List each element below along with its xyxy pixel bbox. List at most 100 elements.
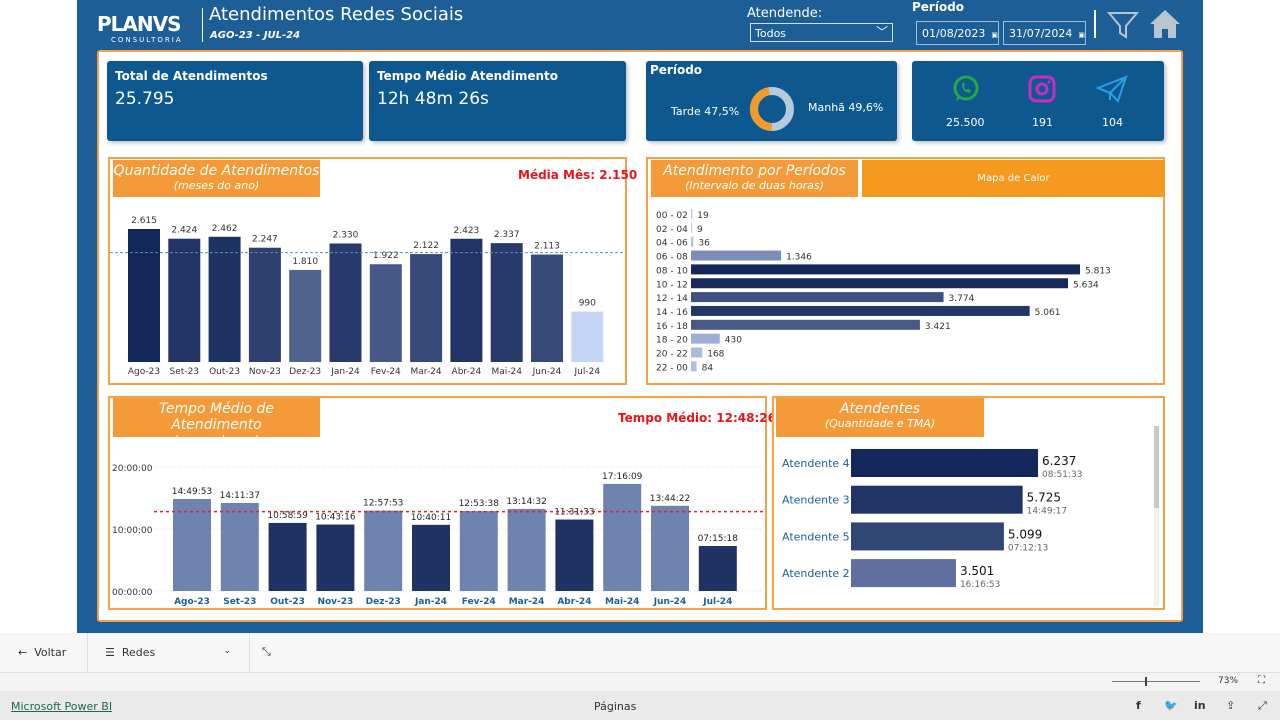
chevron-down-icon: ⌄ <box>223 646 231 656</box>
facebook-icon[interactable]: f <box>1136 699 1141 712</box>
tma-label: 07:12:13 <box>1008 543 1048 553</box>
x-tick-label: Dez-23 <box>289 367 321 377</box>
zoom-slider[interactable] <box>1112 681 1200 682</box>
kpi-total: Total de Atendimentos 25.795 <box>107 61 363 141</box>
chart-subtitle: (meses do ano) <box>173 179 260 192</box>
page-selector[interactable]: ☰ Redes ⌄ <box>105 646 235 659</box>
data-label: 14:11:37 <box>220 491 260 501</box>
scrollbar-thumb[interactable] <box>1154 426 1159 508</box>
x-tick-label: Out-23 <box>209 367 240 377</box>
data-label: 3.501 <box>960 564 994 578</box>
atendente-value: Todos <box>755 27 787 40</box>
data-label: 12:53:38 <box>459 499 500 509</box>
data-label: 2.462 <box>212 224 238 234</box>
x-tick-label: Mai-24 <box>491 367 522 377</box>
periodo-label: Período <box>912 0 965 14</box>
telegram-icon <box>1095 75 1128 107</box>
kpi-value: 25.795 <box>115 89 175 109</box>
fullscreen-icon[interactable]: ⤢ <box>1258 699 1267 712</box>
divider <box>87 633 88 673</box>
manha-label: Manhã 49,6% <box>808 101 884 114</box>
zoom-slider-handle[interactable] <box>1145 677 1147 686</box>
twitter-icon[interactable]: 🐦 <box>1164 699 1178 712</box>
attendant-label: Atendente 5 <box>782 530 850 543</box>
instagram-icon <box>1028 75 1056 107</box>
bar <box>369 264 402 362</box>
data-label: 1.810 <box>292 257 318 267</box>
scrollbar[interactable] <box>1154 426 1159 606</box>
chart-title: Atendimento por Períodos (Intervalo de d… <box>651 160 858 197</box>
back-button[interactable]: ← Voltar <box>18 646 66 659</box>
x-tick-label: Jul-24 <box>574 367 601 377</box>
data-label: 2.423 <box>454 226 480 236</box>
bar <box>851 449 1038 477</box>
x-tick-label: Jun-24 <box>532 367 562 377</box>
bar <box>555 519 594 591</box>
bar <box>410 254 443 362</box>
card-title: Período <box>650 63 703 77</box>
chart-title: Atendentes (Quantidade e TMA) <box>776 398 984 437</box>
bar <box>691 333 720 344</box>
calendar-icon: ▣ <box>1078 31 1086 39</box>
data-label: 17:16:09 <box>602 472 643 482</box>
fit-page-icon[interactable]: ⛶ <box>1258 675 1265 686</box>
data-label: 14:49:53 <box>172 487 212 497</box>
kpi-label: Tempo Médio Atendimento <box>377 69 559 83</box>
share-icon[interactable]: ⇪ <box>1226 699 1236 712</box>
attendant-label: Atendente 4 <box>782 457 850 470</box>
whatsapp-count: 25.500 <box>946 116 985 129</box>
data-label: 9 <box>697 225 703 235</box>
bar <box>329 243 362 362</box>
media-annotation: Média Mês: 2.150 <box>518 168 638 182</box>
bar <box>289 269 322 362</box>
date-from-input[interactable]: 01/08/2023 ▣ <box>916 21 999 45</box>
menu-icon: ☰ <box>105 646 115 659</box>
bar <box>691 250 782 261</box>
data-label: 13:44:22 <box>650 494 690 504</box>
x-tick-label: Nov-23 <box>317 597 353 607</box>
bar <box>691 319 920 330</box>
y-tick-label: 22 - 00 <box>656 363 688 373</box>
y-tick-label: 06 - 08 <box>656 253 688 263</box>
bar <box>412 524 450 591</box>
bar <box>248 247 281 362</box>
divider <box>202 8 203 42</box>
bar <box>691 278 1069 289</box>
home-icon[interactable] <box>1148 8 1182 40</box>
kpi-value: 12h 48m 26s <box>377 89 489 109</box>
bar <box>698 546 737 591</box>
collapse-icon[interactable]: ⤡ <box>262 645 271 658</box>
y-tick-label: 10:00:00 <box>112 526 153 536</box>
y-tick-label: 00 - 02 <box>656 211 688 221</box>
chart-subtitle: (Quantidade e TMA) <box>824 417 936 430</box>
bar <box>691 222 692 233</box>
pages-label[interactable]: Páginas <box>594 700 637 713</box>
x-tick-label: Out-23 <box>270 597 305 607</box>
y-tick-label: 20 - 22 <box>656 350 688 360</box>
atendente-label: Atendende: <box>747 6 823 21</box>
bar <box>364 510 403 591</box>
chart-subtitle: (Intervalo de duas horas) <box>685 179 824 192</box>
data-label: 11:31:33 <box>554 508 594 518</box>
bar <box>168 238 201 362</box>
date-from-value: 01/08/2023 <box>922 27 986 40</box>
mapa-de-calor-button[interactable]: Mapa de Calor <box>862 160 1165 197</box>
tma-label: 16:16:53 <box>960 580 1000 590</box>
bar-chart-atendentes: Atendente 4 6.237 08:51:33 Atendente 3 5.725… <box>782 449 1082 590</box>
y-tick-label: 12 - 14 <box>656 294 688 304</box>
page-label: Redes <box>121 646 156 659</box>
chart-title-text: Atendentes <box>839 401 921 417</box>
date-to-input[interactable]: 31/07/2024 ▣ <box>1003 21 1086 45</box>
page-nav-bar: ← Voltar ☰ Redes ⌄ ⤡ <box>0 633 1280 673</box>
atendente-dropdown[interactable]: Todos ﹀ <box>750 23 893 42</box>
x-tick-label: Ago-23 <box>128 367 160 377</box>
powerbi-link[interactable]: Microsoft Power BI <box>11 700 113 713</box>
linkedin-icon[interactable]: in <box>1194 699 1206 712</box>
data-label: 5.725 <box>1027 491 1061 505</box>
filter-icon[interactable] <box>1107 10 1139 40</box>
logo: PLANVS CONSULTORIA <box>97 12 183 44</box>
data-label: 1.346 <box>786 253 812 263</box>
bar-chart-quantidade: 2.615 Ago-23 2.424 Set-23 2.462 Out-23 2.247 No… <box>110 216 623 377</box>
kpi-label: Total de Atendimentos <box>115 69 268 83</box>
data-label: 3.421 <box>925 322 951 332</box>
